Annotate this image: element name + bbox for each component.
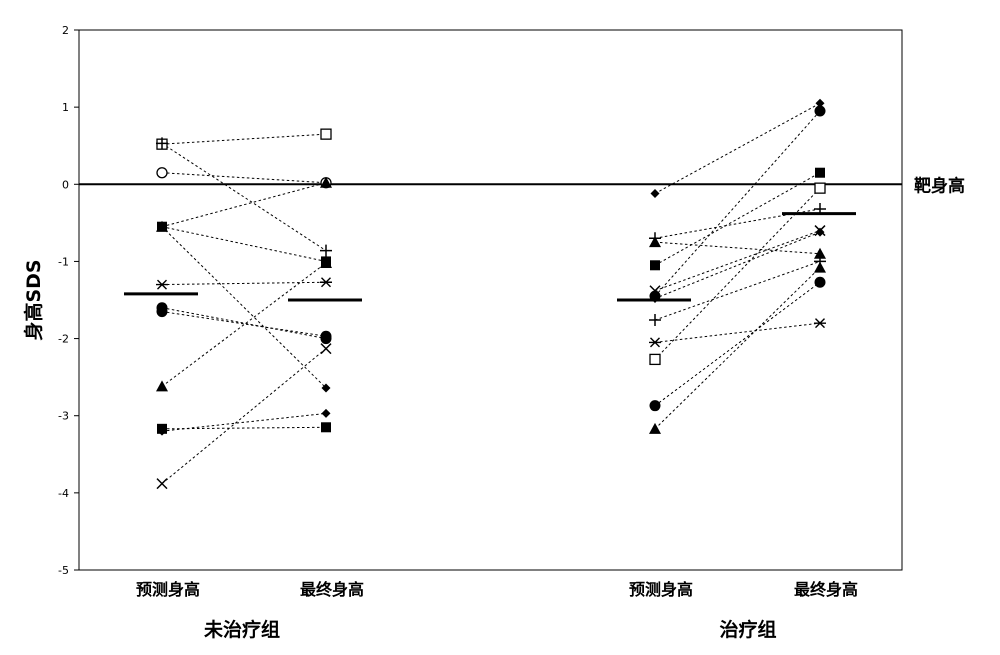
marker-circle — [649, 400, 661, 412]
y-tick-label: -2 — [58, 333, 69, 346]
marker-plus — [156, 137, 168, 150]
marker-circle — [814, 276, 826, 288]
pair-line — [161, 226, 327, 389]
plot-area — [78, 29, 903, 571]
y-tick-label: -5 — [58, 564, 69, 577]
target-height-label: 靶身高 — [914, 175, 965, 196]
marker-asterisk — [649, 337, 661, 348]
marker-triangle — [814, 247, 826, 259]
marker-square — [321, 422, 331, 433]
y-axis-label: 身高SDS — [22, 259, 45, 340]
pair-line — [161, 262, 327, 387]
marker-cross — [320, 343, 332, 355]
category-label: 预测身高 — [629, 580, 693, 599]
y-tick-label: -4 — [58, 487, 69, 500]
marker-plus — [814, 202, 826, 215]
marker-diamond — [815, 98, 825, 108]
pair-line — [654, 281, 821, 407]
category-label: 最终身高 — [300, 580, 364, 599]
pair-line — [161, 172, 327, 184]
markers — [156, 98, 826, 490]
pair-line — [654, 241, 821, 255]
pair-line — [161, 307, 327, 340]
y-tick-label: 1 — [62, 101, 69, 114]
category-label: 最终身高 — [794, 580, 858, 599]
marker-diamond — [157, 222, 167, 232]
pair-line — [654, 110, 821, 297]
marker-circle — [320, 330, 332, 342]
marker-circle — [814, 105, 826, 117]
marker-open-circle — [156, 167, 168, 179]
marker-asterisk — [320, 277, 332, 288]
pair-line — [654, 102, 821, 194]
marker-asterisk — [156, 279, 168, 290]
y-axis: -5 -4 -3 -2 -1 0 1 2 — [58, 24, 79, 577]
marker-triangle — [156, 380, 168, 392]
marker-open-square — [320, 128, 332, 140]
pair-line — [161, 311, 327, 337]
marker-plus — [649, 314, 661, 327]
marker-diamond — [815, 227, 825, 237]
pair-line — [654, 230, 821, 292]
category-label: 预测身高 — [136, 580, 200, 599]
marker-diamond — [650, 293, 660, 303]
marker-cross — [156, 478, 168, 490]
pair-line — [161, 182, 327, 228]
marker-triangle — [814, 261, 826, 273]
group-label: 未治疗组 — [203, 618, 280, 641]
marker-circle — [156, 306, 168, 318]
category-labels: 预测身高 最终身高 预测身高 最终身高 — [136, 580, 858, 599]
marker-square — [650, 260, 660, 271]
marker-diamond — [650, 189, 660, 199]
pair-line — [161, 133, 327, 145]
y-tick-label: 2 — [62, 24, 69, 37]
pair-line — [654, 267, 821, 430]
pair-line — [654, 322, 821, 343]
group-labels: 未治疗组 治疗组 — [203, 618, 777, 641]
mean-lines — [124, 212, 856, 302]
marker-asterisk — [814, 318, 826, 329]
marker-square — [815, 167, 825, 178]
pair-line — [161, 142, 327, 252]
marker-open-square — [649, 353, 661, 366]
marker-triangle — [320, 256, 332, 268]
marker-open-square — [814, 182, 826, 194]
pair-line — [161, 226, 327, 262]
marker-plus — [320, 244, 332, 257]
y-tick-label: 0 — [62, 178, 69, 191]
pair-line — [161, 426, 327, 430]
marker-diamond — [321, 383, 331, 393]
pair-lines — [161, 102, 821, 484]
marker-diamond — [321, 408, 331, 418]
pair-line — [161, 348, 327, 484]
marker-cross — [649, 285, 661, 297]
marker-square — [157, 423, 167, 434]
pair-line — [654, 231, 821, 299]
y-tick-label: -3 — [58, 410, 69, 423]
y-tick-label: -1 — [58, 255, 69, 268]
marker-triangle — [649, 422, 661, 434]
marker-triangle — [649, 236, 661, 248]
group-label: 治疗组 — [719, 618, 776, 641]
pair-line — [654, 260, 821, 321]
pair-line — [654, 172, 821, 266]
pair-line — [161, 281, 327, 286]
marker-triangle — [320, 176, 332, 188]
